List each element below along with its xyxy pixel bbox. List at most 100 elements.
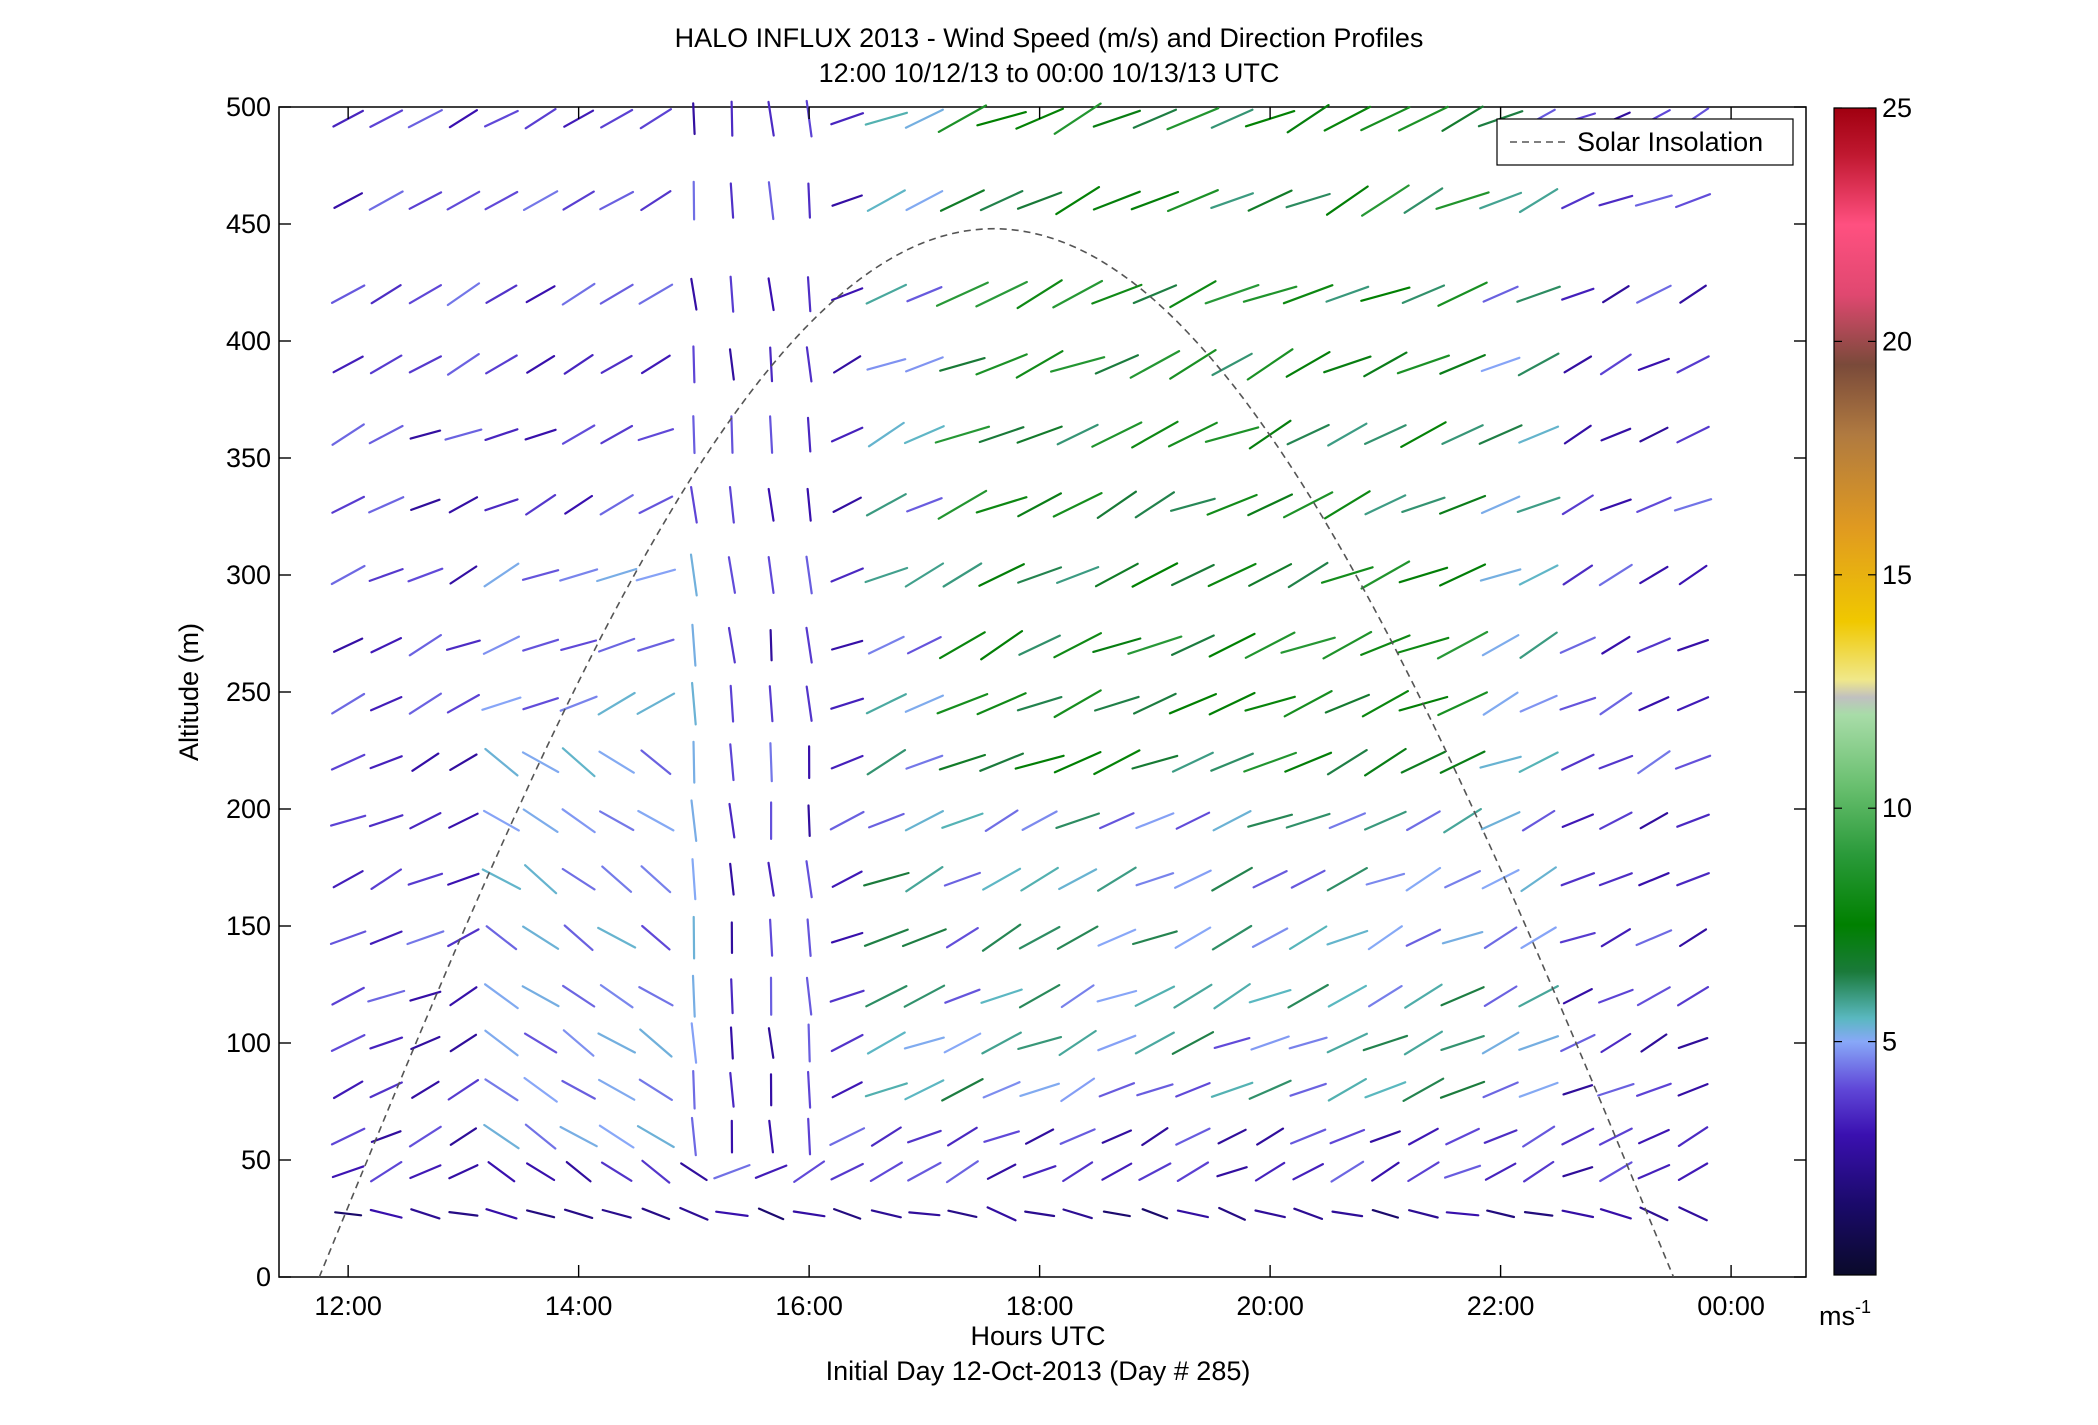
wind-vector <box>448 496 479 514</box>
wind-vector <box>1483 926 1518 950</box>
wind-vector <box>330 284 366 304</box>
wind-vector <box>1636 986 1671 1007</box>
wind-vector <box>730 415 734 454</box>
wind-vector <box>1407 1161 1440 1183</box>
wind-vector <box>905 190 944 212</box>
wind-vector <box>1134 1031 1175 1055</box>
wind-vector <box>870 1126 902 1147</box>
wind-vector <box>1289 1128 1327 1145</box>
wind-vector <box>560 639 598 652</box>
wind-vector <box>408 284 442 305</box>
wind-vector <box>484 109 519 128</box>
wind-vector <box>1101 1162 1133 1181</box>
wind-vector <box>941 1077 984 1102</box>
wind-vector <box>1204 284 1260 305</box>
wind-vector <box>483 809 520 832</box>
wind-vector <box>526 355 556 374</box>
wind-vector <box>768 415 774 454</box>
wind-vector <box>1096 490 1138 520</box>
wind-vector <box>938 631 986 660</box>
y-tick-label: 100 <box>226 1028 271 1058</box>
wind-vector <box>866 748 907 776</box>
wind-quiver-layer <box>329 99 1713 1222</box>
wind-vector <box>978 563 1025 587</box>
wind-vector <box>1360 184 1410 217</box>
wind-vector <box>1363 424 1407 445</box>
wind-vector <box>867 421 905 448</box>
wind-vector <box>597 1078 636 1101</box>
wind-vector <box>1129 350 1181 379</box>
wind-vector <box>1518 564 1559 586</box>
wind-vector <box>1331 1210 1364 1218</box>
wind-vector <box>1483 985 1518 1008</box>
x-axis-label: Hours UTC <box>970 1321 1105 1351</box>
wind-vector <box>1600 928 1632 948</box>
wind-vector <box>1518 425 1560 444</box>
wind-vector <box>1171 1031 1215 1055</box>
wind-vector <box>1444 869 1482 889</box>
wind-vector <box>521 751 560 774</box>
wind-vector <box>1094 354 1140 375</box>
wind-vector <box>904 356 944 373</box>
wind-vector <box>980 629 1024 661</box>
wind-vector <box>935 281 989 307</box>
wind-vector <box>729 684 735 723</box>
wind-vector <box>768 685 774 723</box>
wind-vector <box>1677 1126 1709 1148</box>
wind-vector <box>522 697 560 711</box>
wind-vector <box>1286 423 1330 446</box>
wind-vector <box>830 112 865 126</box>
wind-vector <box>691 974 696 1018</box>
wind-vector <box>904 809 945 832</box>
wind-vector <box>369 1208 403 1219</box>
wind-vector <box>1323 105 1372 132</box>
wind-vector <box>1486 1209 1516 1219</box>
wind-vector <box>1242 285 1298 303</box>
wind-vector <box>1634 194 1673 207</box>
wind-vector <box>729 275 735 313</box>
wind-vector <box>1326 929 1369 946</box>
x-tick-label: 16:00 <box>775 1291 843 1321</box>
colorbar-tick-label: 10 <box>1882 793 1912 823</box>
wind-vector <box>1561 287 1595 301</box>
wind-vector <box>863 928 909 947</box>
wind-vector <box>1290 869 1326 889</box>
wind-vector <box>1397 636 1450 654</box>
wind-vector <box>1287 983 1329 1009</box>
wind-vector <box>907 1161 942 1182</box>
wind-vector <box>769 742 773 783</box>
wind-vector <box>906 286 943 303</box>
wind-vector <box>408 355 442 374</box>
wind-vector <box>1443 1164 1482 1179</box>
wind-vector <box>331 423 365 446</box>
wind-vector <box>596 567 638 583</box>
wind-vector <box>1322 630 1373 660</box>
wind-vector <box>1329 1128 1366 1145</box>
wind-vector <box>829 810 865 831</box>
wind-vector <box>1402 1077 1445 1103</box>
wind-vector <box>1327 1077 1368 1102</box>
wind-vector <box>1252 869 1288 889</box>
wind-vector <box>980 988 1023 1004</box>
wind-vector <box>525 1209 556 1219</box>
wind-vector <box>1097 1034 1137 1052</box>
wind-vector <box>1247 493 1294 517</box>
wind-vector <box>978 426 1025 444</box>
wind-vector <box>1403 1030 1444 1056</box>
wind-vector <box>1480 495 1521 515</box>
wind-vector <box>976 692 1027 716</box>
colorbar: 5 10 15 20 25 ms-1 <box>1819 93 1912 1331</box>
wind-vector <box>903 425 945 445</box>
wind-vector <box>829 1127 866 1147</box>
wind-vector <box>1218 1206 1247 1221</box>
wind-vector <box>729 1071 735 1108</box>
wind-vector <box>1094 562 1139 588</box>
wind-vector <box>1520 866 1557 893</box>
wind-vector <box>1440 1034 1485 1052</box>
wind-vector <box>829 989 865 1003</box>
wind-vector <box>1445 1211 1480 1217</box>
wind-vector <box>1244 695 1296 712</box>
wind-vector <box>635 568 677 582</box>
y-tick-label: 400 <box>226 326 271 356</box>
wind-vector <box>1325 285 1370 303</box>
